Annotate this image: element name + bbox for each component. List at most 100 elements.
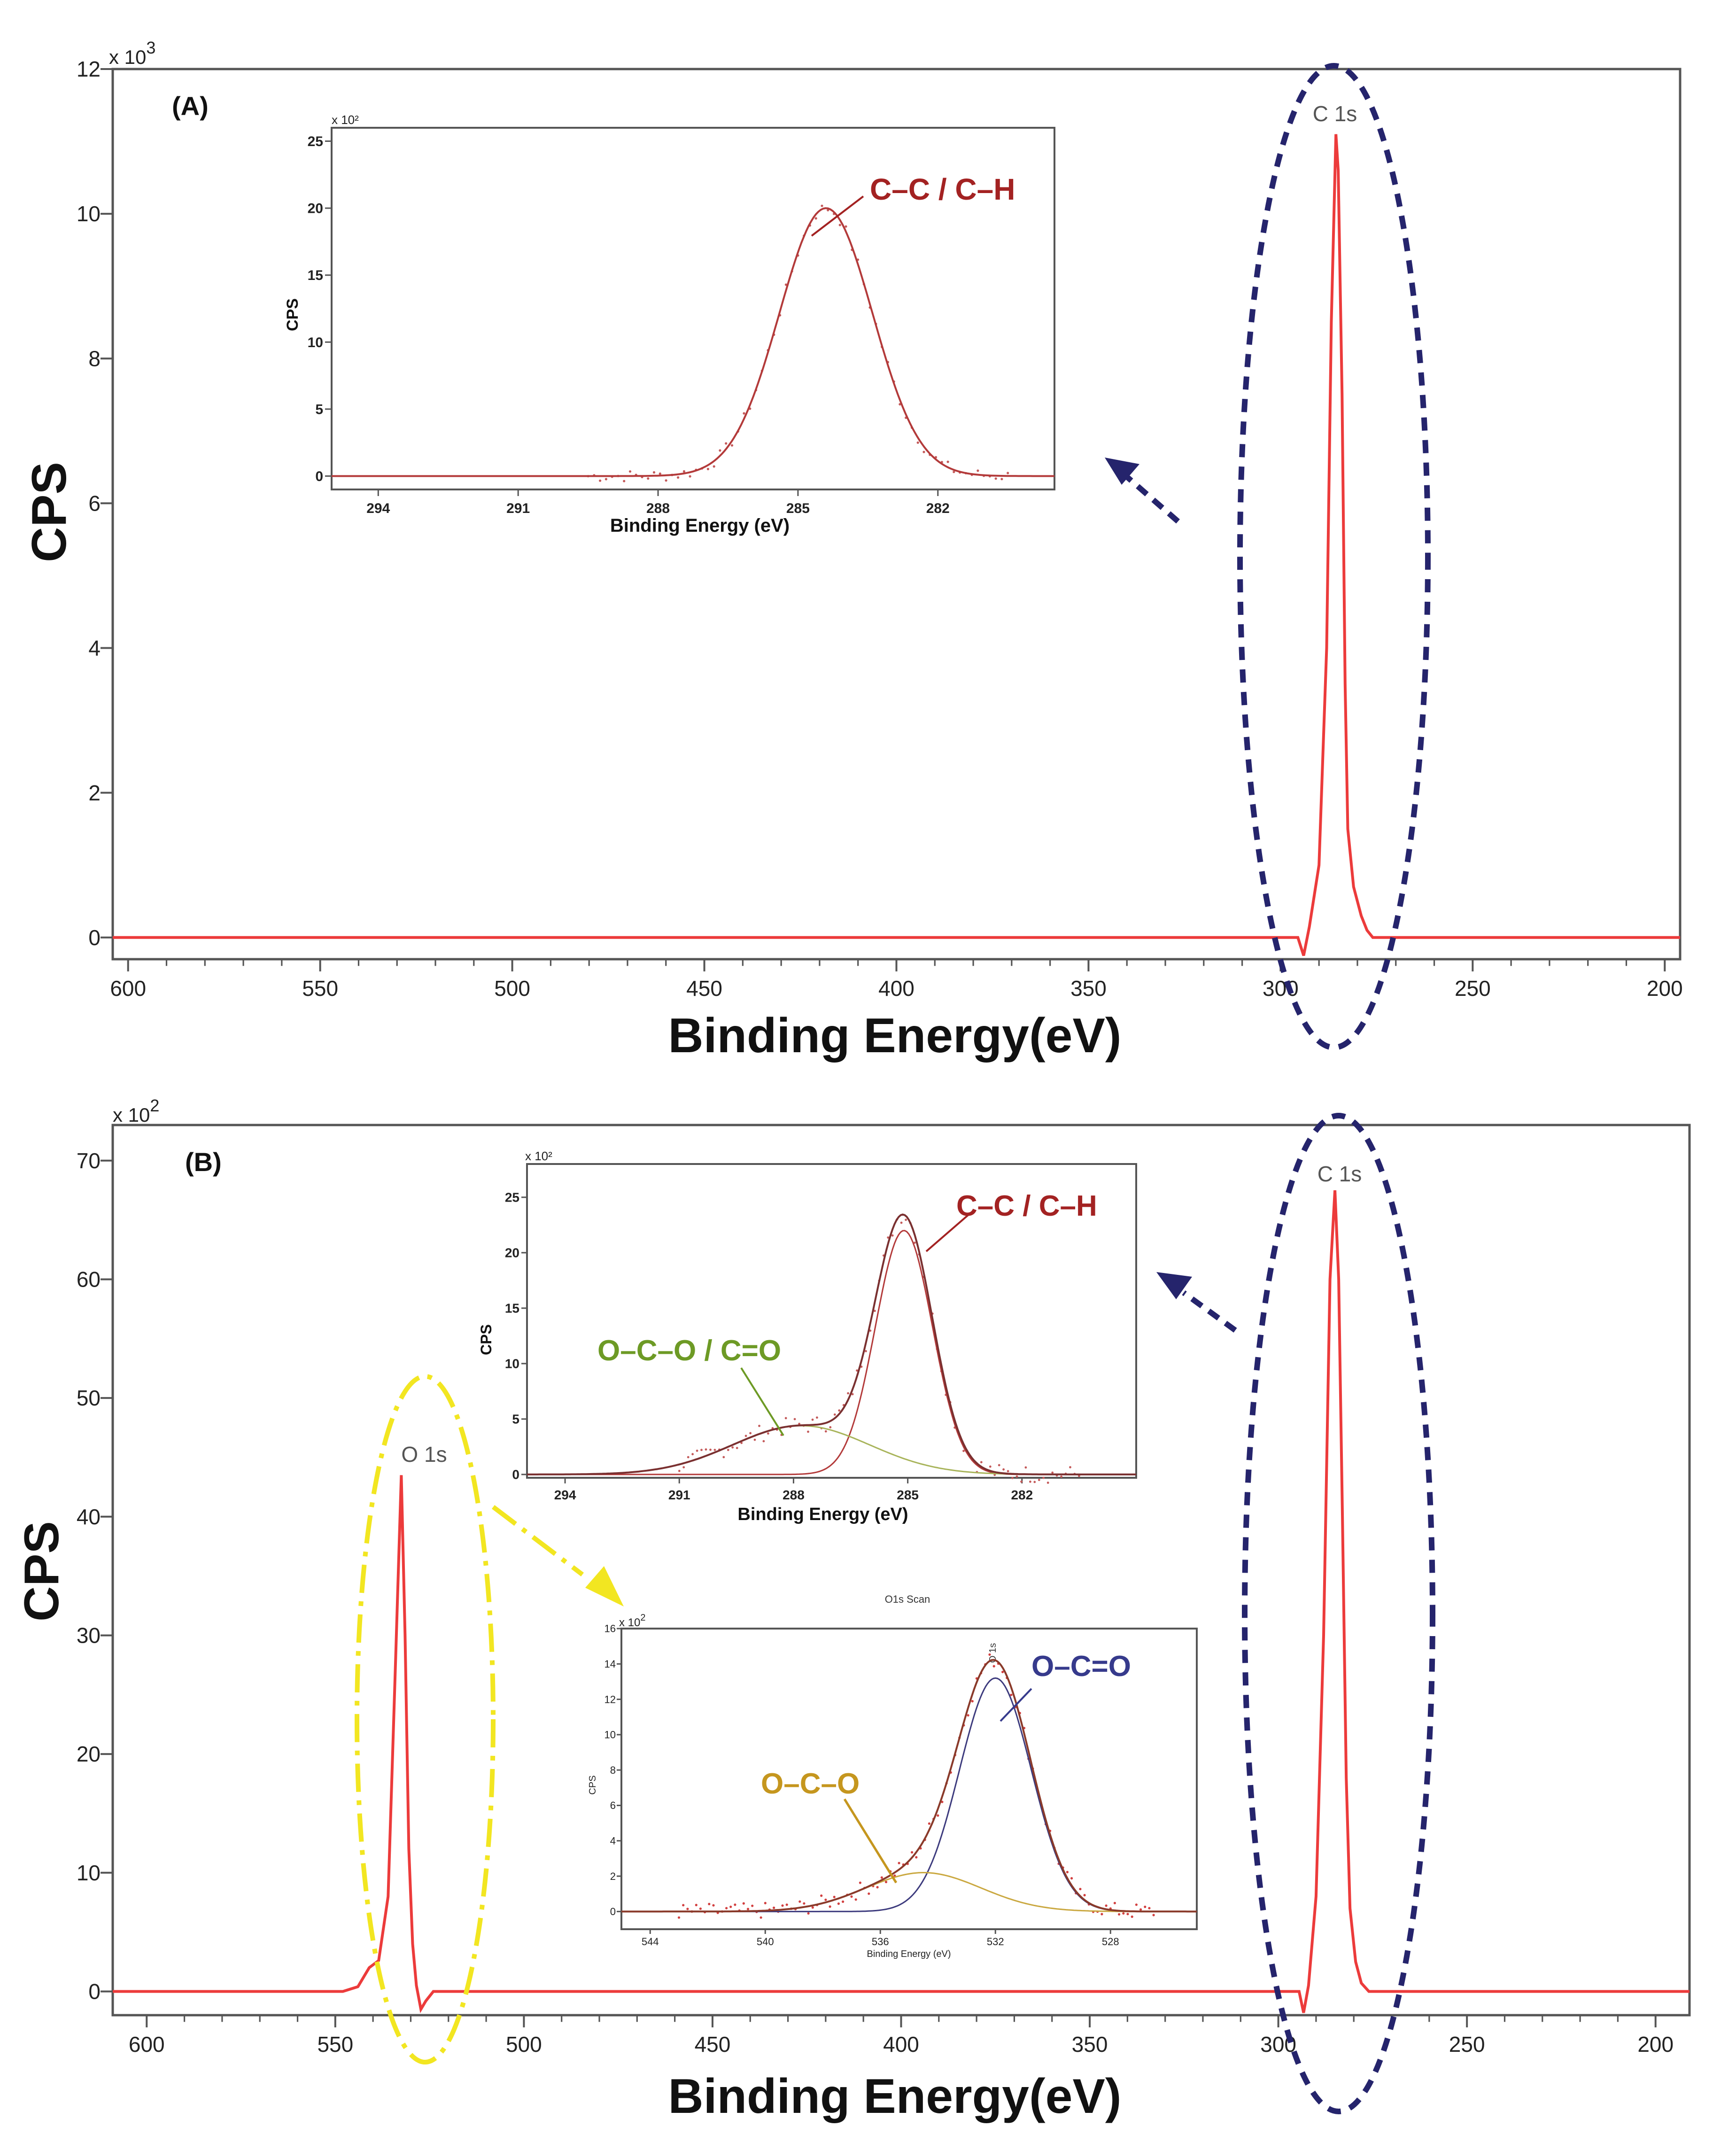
x-tick-label: 400 [878,976,914,1001]
data-point [696,1450,698,1452]
data-point [1083,1894,1086,1897]
arrow-shaft [1124,474,1180,524]
inset-y-ticks: 0 5 10 15 20 25 [308,134,332,484]
data-point [900,1221,903,1224]
data-point [743,412,745,415]
inset-y-multiplier: x 10² [525,1149,552,1163]
inset-y-multiplier: x 102 [619,1613,646,1629]
data-point [976,469,979,472]
panel-a: (A) x 103 600 550 500 450 400 350 300 250 200 02… [22,38,1683,1063]
data-point [798,1900,801,1903]
x-tick-label: 400 [883,2032,919,2057]
x-tick-label: 200 [1637,2032,1674,2057]
y-tick-label: 25 [308,134,323,149]
y-tick-label: 20 [505,1246,519,1260]
x-tick-label: 291 [668,1488,690,1502]
x-tick-label: 500 [494,976,530,1001]
envelope-line [621,1659,1197,1913]
data-point [893,1874,896,1877]
y-tick-label: 10 [308,335,323,350]
data-point [682,1466,685,1469]
x-tick-label: 285 [897,1488,919,1502]
data-point [713,1449,716,1451]
data-point [821,204,823,207]
data-point [1066,1870,1069,1873]
inset-y-ticks: 0 5 10 15 20 25 [505,1190,527,1482]
x-tick-label: 550 [317,2032,353,2057]
data-point [659,472,661,475]
data-point [811,1906,814,1909]
x-tick-label: 282 [1011,1488,1033,1502]
y-tick-label: 6 [88,491,101,515]
inset-frame [331,127,1055,490]
data-point [847,1392,849,1395]
inset-title: O1s Scan [885,1593,930,1605]
data-point [764,1901,767,1904]
data-point [837,1902,840,1905]
data-point [824,1430,827,1433]
data-point [856,1369,858,1372]
data-point [746,1908,750,1910]
data-point [742,1902,745,1905]
data-point [725,1907,728,1909]
y-axis-label: CPS [22,462,77,562]
data-point [988,1653,991,1656]
data-point [1020,1480,1023,1483]
data-point [729,1905,732,1908]
y-tick-label: 6 [610,1800,616,1811]
data-point [682,1904,685,1907]
y-tick-label: 16 [604,1623,616,1635]
x-tick-label: 532 [987,1936,1004,1948]
y-tick-label: 10 [604,1729,616,1741]
data-point [967,1714,969,1717]
y-axis-label: CPS [15,1521,69,1622]
data-point [953,471,955,473]
y-tick-label: 30 [77,1623,101,1648]
data-point [1015,1475,1018,1478]
data-point [751,1904,754,1907]
data-point [1051,1471,1054,1474]
o1s-highlight-ellipse [355,1374,496,2064]
data-point [1007,472,1009,474]
y-tick-label: 10 [505,1357,519,1371]
x-tick-label: 600 [129,2032,165,2057]
data-point [708,1902,711,1905]
data-point [628,470,632,473]
data-point [1079,1887,1082,1891]
data-point [740,1442,743,1444]
data-point [773,1906,775,1909]
data-point [647,477,650,480]
oco-leader [843,1798,898,1884]
data-point [798,1422,800,1425]
inset-o1s-b: O1s Scan x 102 544 540 536 532 528 0 2 4 6 8 10 12… [588,1593,1198,1959]
data-point [884,1880,888,1884]
c1s-peak-label: C 1s [1318,1162,1362,1186]
x-tick-label: 544 [642,1936,659,1948]
data-point [803,1902,806,1905]
data-point [992,1665,995,1668]
x-tick-label: 350 [1070,976,1107,1001]
data-point [727,1449,729,1451]
data-point [807,1912,810,1915]
x-axis-label: Binding Energy(eV) [668,2069,1122,2124]
data-point [762,1440,765,1443]
y-ticks: 0 10 20 30 40 50 60 70 [77,1149,113,2004]
data-point [868,1892,870,1895]
inset-y-multiplier: x 10² [332,113,359,127]
x-tick-label: 540 [757,1936,774,1948]
cc-ch-leader [925,1214,969,1252]
occo-label: O–C–O / C=O [597,1335,781,1367]
inset-c1s-a: x 10² 294 291 288 285 282 0 5 10 15 20 25 Binding… [284,113,1055,536]
inset-x-axis-label: Binding Energy (eV) [867,1949,951,1959]
occo-leader [740,1367,784,1436]
o1s-peak-label: O 1s [401,1442,447,1467]
data-point [734,1903,736,1906]
data-point [833,1413,836,1416]
data-point [604,478,607,481]
y-tick-label: 5 [512,1412,519,1427]
data-point [652,471,656,474]
data-point [719,449,721,452]
inset-x-axis-label: Binding Energy (eV) [737,1505,908,1524]
data-point [829,1426,832,1428]
